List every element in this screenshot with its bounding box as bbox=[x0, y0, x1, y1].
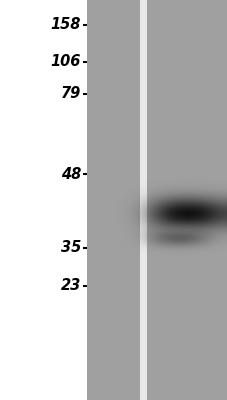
Text: 23: 23 bbox=[60, 278, 81, 294]
Text: 35: 35 bbox=[60, 240, 81, 256]
Text: 158: 158 bbox=[50, 17, 81, 32]
Bar bbox=[86, 0, 140, 400]
Bar bbox=[140, 0, 146, 400]
Text: 106: 106 bbox=[50, 54, 81, 70]
Text: 79: 79 bbox=[60, 86, 81, 102]
Text: 48: 48 bbox=[60, 166, 81, 182]
Bar bbox=[146, 0, 227, 400]
